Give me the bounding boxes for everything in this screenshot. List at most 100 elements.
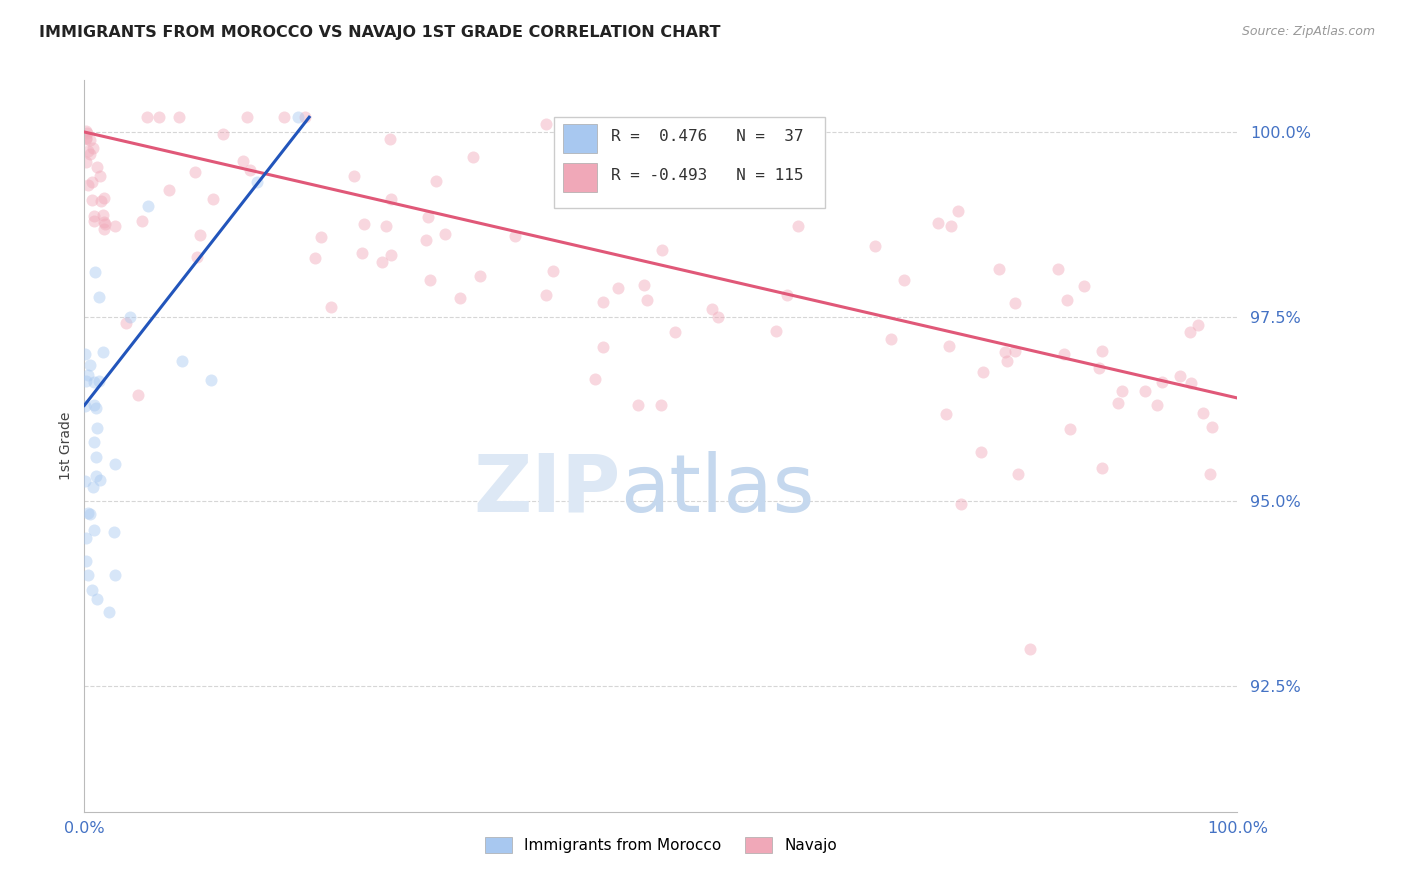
Point bbox=[79, 147, 101, 161]
Point bbox=[633, 278, 655, 293]
Point bbox=[651, 243, 673, 257]
Point bbox=[75, 124, 97, 138]
Point bbox=[970, 444, 993, 458]
Point bbox=[1178, 325, 1201, 339]
Point bbox=[202, 192, 225, 206]
Point bbox=[534, 287, 557, 301]
Point bbox=[79, 358, 101, 372]
Point bbox=[136, 199, 159, 213]
Point bbox=[75, 131, 97, 145]
Point bbox=[353, 217, 375, 231]
Point bbox=[93, 217, 115, 231]
Point bbox=[1059, 422, 1081, 436]
Point bbox=[188, 228, 211, 243]
Point bbox=[425, 173, 447, 187]
Point bbox=[987, 262, 1010, 277]
Point bbox=[380, 192, 402, 206]
Point bbox=[287, 110, 309, 124]
Point bbox=[82, 480, 104, 494]
Point bbox=[627, 398, 650, 412]
Text: ZIP: ZIP bbox=[474, 450, 620, 529]
Point bbox=[449, 291, 471, 305]
Point bbox=[375, 219, 398, 233]
Point bbox=[83, 213, 105, 227]
Point bbox=[863, 239, 886, 253]
Point bbox=[246, 175, 269, 189]
Point bbox=[938, 339, 960, 353]
Point bbox=[131, 213, 153, 227]
Point bbox=[75, 154, 97, 169]
Point bbox=[1146, 398, 1168, 412]
Point bbox=[1088, 361, 1111, 376]
Point bbox=[76, 126, 98, 140]
Point bbox=[79, 507, 101, 521]
Point bbox=[75, 532, 97, 546]
Point bbox=[273, 110, 295, 124]
Point bbox=[84, 469, 107, 483]
Point bbox=[97, 605, 120, 619]
Point bbox=[343, 169, 366, 183]
Point bbox=[534, 117, 557, 131]
Point bbox=[787, 219, 810, 234]
Point bbox=[77, 144, 100, 158]
Point bbox=[104, 219, 127, 233]
Point bbox=[319, 301, 342, 315]
Point bbox=[86, 450, 108, 464]
Point bbox=[592, 340, 614, 354]
Point bbox=[76, 568, 98, 582]
Point bbox=[1047, 261, 1070, 276]
Point bbox=[115, 317, 138, 331]
Point bbox=[463, 150, 485, 164]
Point bbox=[592, 294, 614, 309]
Point bbox=[79, 133, 101, 147]
Point bbox=[994, 344, 1017, 359]
Text: R = -0.493   N = 115: R = -0.493 N = 115 bbox=[612, 168, 804, 183]
Point bbox=[75, 374, 97, 388]
Point bbox=[636, 293, 658, 308]
Point bbox=[1004, 343, 1026, 358]
Point bbox=[1056, 293, 1078, 307]
Point bbox=[93, 208, 115, 222]
Point bbox=[776, 288, 799, 302]
Point bbox=[239, 162, 262, 177]
Point bbox=[309, 230, 332, 244]
Point bbox=[83, 398, 105, 412]
Point bbox=[83, 265, 105, 279]
Point bbox=[949, 497, 972, 511]
Point bbox=[84, 401, 107, 415]
Point bbox=[304, 251, 326, 265]
Point bbox=[880, 332, 903, 346]
Point bbox=[893, 273, 915, 287]
Point bbox=[76, 507, 98, 521]
Point bbox=[1191, 406, 1213, 420]
Point bbox=[186, 250, 208, 264]
Point bbox=[76, 553, 98, 567]
Point bbox=[83, 435, 105, 450]
Point bbox=[650, 398, 672, 412]
Point bbox=[86, 592, 108, 607]
Point bbox=[1133, 384, 1156, 398]
Point bbox=[75, 347, 97, 361]
Point bbox=[419, 273, 441, 287]
Point bbox=[700, 301, 723, 316]
Point bbox=[83, 375, 105, 389]
Point bbox=[89, 290, 111, 304]
Point bbox=[148, 110, 170, 124]
Point bbox=[416, 210, 439, 224]
Point bbox=[1107, 396, 1129, 410]
Point bbox=[104, 568, 127, 582]
Point bbox=[82, 140, 104, 154]
Point bbox=[1053, 346, 1076, 360]
Point bbox=[184, 164, 207, 178]
Point bbox=[939, 219, 962, 233]
Point bbox=[707, 310, 730, 324]
Point bbox=[1073, 279, 1095, 293]
Point bbox=[104, 458, 127, 472]
Point bbox=[86, 420, 108, 434]
Point bbox=[1187, 318, 1209, 332]
Point bbox=[236, 110, 259, 124]
Point bbox=[1201, 419, 1223, 434]
Point bbox=[380, 248, 402, 262]
Point bbox=[433, 227, 456, 241]
Point bbox=[75, 132, 97, 146]
